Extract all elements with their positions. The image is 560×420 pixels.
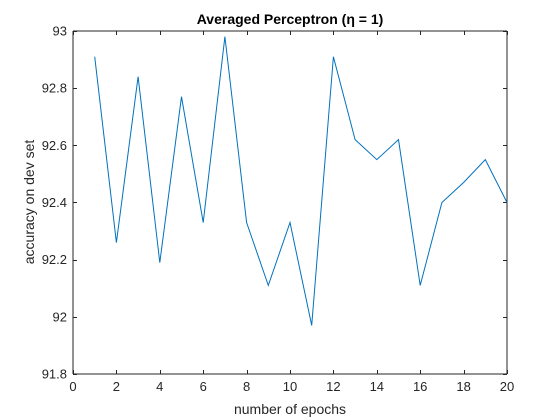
data-point [333,56,334,57]
data-point [246,222,247,223]
data-point [398,139,399,140]
x-tick-label: 10 [283,379,297,394]
data-point [506,202,507,203]
y-tick-label: 92.4 [42,195,67,210]
ticks: 0 2 4 6 8 10 12 14 16 18 20 91.8 92 92.2 92.4 92.6 92.8 9… [42,24,515,395]
data-point [311,325,312,326]
data-point [485,159,486,160]
data-point [203,222,204,223]
series-line [94,36,508,326]
chart-title: Averaged Perceptron (η = 1) [197,11,384,27]
data-point [138,76,139,77]
x-tick-label: 16 [413,379,427,394]
y-tick-label: 91.8 [42,367,67,382]
x-tick-label: 12 [326,379,340,394]
data-point [181,96,182,97]
y-tick-label: 92.6 [42,138,67,153]
plot-area [73,31,507,374]
data-point [289,222,290,223]
y-tick-label: 93 [53,24,67,39]
data-point [420,285,421,286]
x-tick-label: 18 [456,379,470,394]
y-tick-label: 92.8 [42,81,67,96]
y-axis-label: accuracy on dev set [21,140,37,265]
data-point [159,262,160,263]
x-tick-label: 4 [156,379,163,394]
data-point [376,159,377,160]
data-point [94,56,95,57]
series [94,36,508,326]
data-point [268,285,269,286]
y-tick-label: 92.2 [42,252,67,267]
x-tick-label: 2 [113,379,120,394]
x-tick-label: 0 [69,379,76,394]
data-point [355,139,356,140]
x-tick-label: 8 [243,379,250,394]
data-point [116,242,117,243]
data-point [463,182,464,183]
x-tick-label: 6 [200,379,207,394]
x-axis-label: number of epochs [234,401,346,417]
data-point [441,202,442,203]
x-tick-label: 14 [370,379,384,394]
x-tick-label: 20 [500,379,514,394]
data-point [224,36,225,37]
y-tick-label: 92 [53,309,67,324]
